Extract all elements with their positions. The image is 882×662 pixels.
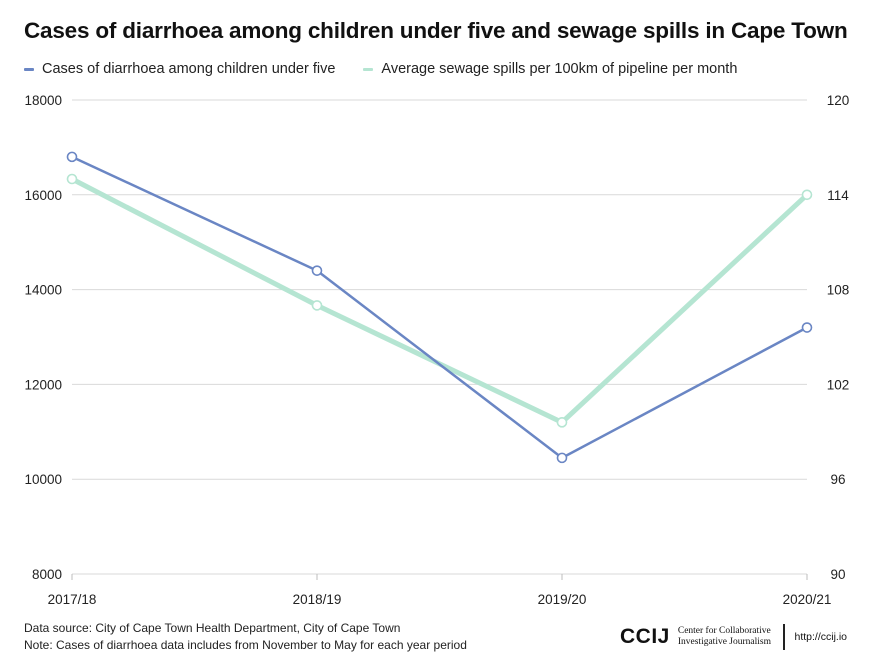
diarrhoea-point — [801, 322, 813, 333]
sewage-point — [311, 300, 323, 311]
diarrhoea-point — [66, 151, 78, 163]
y-right-tick-label: 108 — [827, 283, 850, 298]
logo-divider — [783, 624, 785, 650]
tick-labels: 8000 90 10000 96 12000 102 14000 108 16000 114 180… — [24, 93, 849, 607]
x-tick-label: 2017/18 — [48, 592, 97, 607]
logo-mark: CCIJ — [620, 625, 670, 648]
logo-line-1: Center for Collaborative — [677, 626, 771, 636]
logo-text: Center for Collaborative Investigative J… — [678, 626, 771, 648]
x-tick-label: 2018/19 — [293, 592, 342, 607]
series-lines — [69, 155, 810, 460]
axis-ticks — [71, 574, 808, 580]
y-right-tick-label: 90 — [830, 567, 845, 582]
legend-swatch-sewage — [363, 67, 374, 71]
legend-swatch-diarrhoea — [24, 67, 34, 71]
logo-line-2: Investigative Journalism — [677, 637, 771, 647]
y-left-tick-label: 14000 — [24, 283, 62, 298]
sewage-point — [556, 417, 568, 428]
diarrhoea-point — [556, 452, 568, 464]
grid-lines — [72, 99, 807, 575]
y-left-tick-label: 8000 — [32, 567, 62, 582]
legend-item-diarrhoea: Cases of diarrhoea among children under … — [24, 61, 335, 77]
diarrhoea-point — [311, 265, 323, 276]
legend-label-diarrhoea: Cases of diarrhoea among children under … — [42, 61, 336, 77]
x-tick-label: 2019/20 — [538, 592, 587, 607]
data-points — [66, 151, 813, 464]
y-right-tick-label: 120 — [827, 93, 850, 108]
data-source: Data source: City of Cape Town Health De… — [24, 621, 401, 635]
legend: Cases of diarrhoea among children under … — [24, 60, 737, 78]
y-left-tick-label: 12000 — [24, 377, 62, 392]
chart-title: Cases of diarrhoea among children under … — [24, 18, 848, 43]
legend-item-sewage: Average sewage spills per 100km of pipel… — [363, 61, 737, 77]
y-left-tick-label: 18000 — [24, 93, 62, 108]
sewage-point — [66, 173, 78, 185]
footer-notes: Data source: City of Cape Town Health De… — [24, 620, 467, 654]
y-right-tick-label: 114 — [827, 188, 849, 203]
data-note: Note: Cases of diarrhoea data includes f… — [24, 638, 467, 652]
x-tick-label: 2020/21 — [783, 592, 832, 607]
y-left-tick-label: 16000 — [24, 188, 62, 203]
logo-url[interactable]: http://ccij.io — [794, 631, 848, 643]
y-left-tick-label: 10000 — [24, 472, 62, 487]
diarrhoea-line — [70, 155, 809, 460]
y-right-tick-label: 96 — [830, 472, 845, 487]
sewage-point — [801, 189, 813, 201]
y-right-tick-label: 102 — [827, 377, 850, 392]
legend-label-sewage: Average sewage spills per 100km of pipel… — [381, 61, 738, 77]
ccij-logo: CCIJ Center for Collaborative Investigat… — [620, 624, 847, 650]
